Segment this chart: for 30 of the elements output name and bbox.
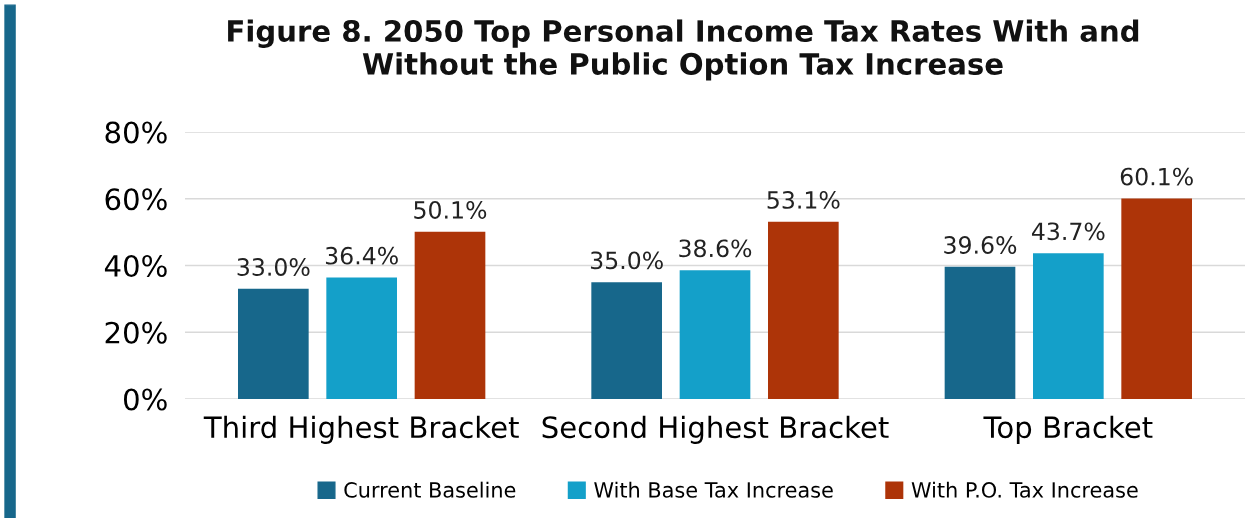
data-label: 60.1% xyxy=(1120,167,1193,186)
bar xyxy=(1033,253,1104,399)
bar xyxy=(326,277,397,399)
data-label: 43.7% xyxy=(1031,222,1105,241)
bar xyxy=(591,282,662,399)
y-tick-label: 80% xyxy=(105,121,167,144)
bar xyxy=(679,270,751,399)
legend-label: Current Baseline xyxy=(344,481,516,498)
x-tick-label: Second Highest Bracket xyxy=(542,415,889,444)
bar xyxy=(1121,198,1192,399)
x-tick-label: Top Bracket xyxy=(983,415,1153,444)
bar xyxy=(768,221,839,399)
legend-label: With P.O. Tax Increase xyxy=(911,481,1138,498)
data-label: 35.0% xyxy=(590,251,663,270)
y-tick-label: 40% xyxy=(104,254,167,277)
bar xyxy=(238,288,309,399)
bar xyxy=(944,266,1016,399)
data-label: 53.1% xyxy=(767,191,840,209)
bar xyxy=(414,231,486,399)
data-label: 39.6% xyxy=(944,236,1017,254)
chart-title: Figure 8. 2050 Top Personal Income Tax Rates With and Without the Public Option Tax Increase xyxy=(228,19,1139,81)
data-label: 33.0% xyxy=(237,258,310,276)
data-label: 50.1% xyxy=(414,201,487,219)
data-label: 36.4% xyxy=(325,246,398,265)
legend-label: With Base Tax Increase xyxy=(594,481,833,498)
y-tick-label: 0% xyxy=(123,388,167,411)
data-label: 38.6% xyxy=(679,239,752,258)
y-tick-label: 20% xyxy=(105,321,167,344)
y-tick-label: 60% xyxy=(105,188,167,211)
x-tick-label: Third Highest Bracket xyxy=(203,415,519,444)
